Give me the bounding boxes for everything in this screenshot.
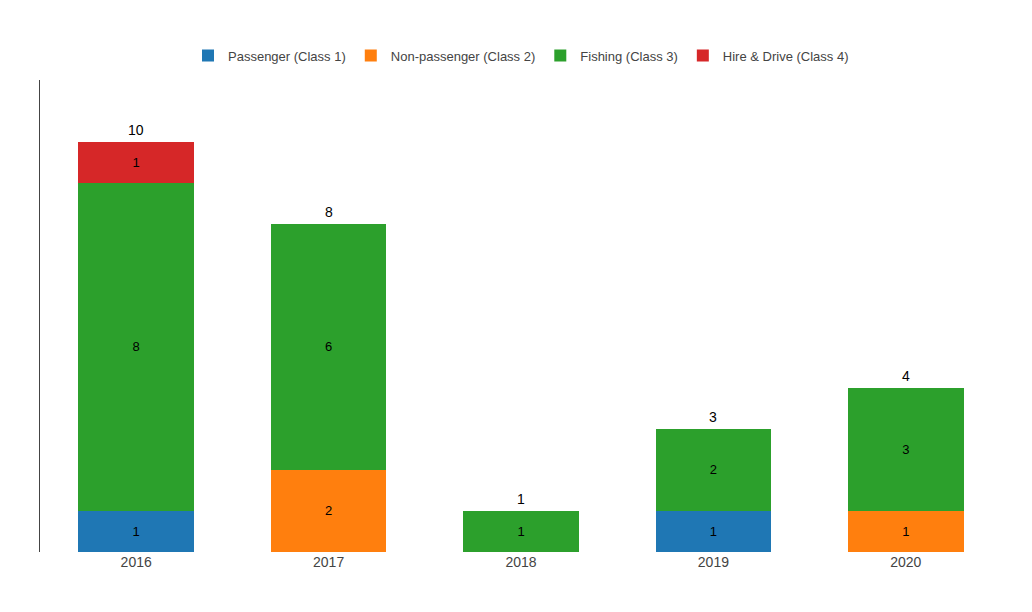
svg-text:1: 1	[517, 491, 525, 507]
svg-text:1: 1	[517, 524, 524, 539]
svg-text:Hire & Drive (Class 4): Hire & Drive (Class 4)	[723, 49, 849, 64]
svg-text:8: 8	[133, 339, 140, 354]
svg-text:Passenger (Class 1): Passenger (Class 1)	[228, 49, 346, 64]
svg-text:Fishing (Class 3): Fishing (Class 3)	[580, 49, 678, 64]
svg-text:2018: 2018	[505, 554, 536, 570]
svg-text:3: 3	[902, 442, 909, 457]
svg-text:2020: 2020	[890, 554, 921, 570]
svg-text:8: 8	[325, 204, 333, 220]
svg-text:2: 2	[325, 503, 332, 518]
svg-text:Non-passenger (Class 2): Non-passenger (Class 2)	[391, 49, 536, 64]
svg-text:1: 1	[133, 155, 140, 170]
svg-text:6: 6	[325, 339, 332, 354]
svg-text:3: 3	[709, 409, 717, 425]
svg-text:4: 4	[902, 368, 910, 384]
svg-text:2016: 2016	[121, 554, 152, 570]
svg-text:1: 1	[902, 524, 909, 539]
svg-text:10: 10	[128, 122, 144, 138]
svg-text:2019: 2019	[698, 554, 729, 570]
svg-text:1: 1	[133, 524, 140, 539]
svg-text:2017: 2017	[313, 554, 344, 570]
svg-text:1: 1	[710, 524, 717, 539]
svg-text:2: 2	[710, 462, 717, 477]
